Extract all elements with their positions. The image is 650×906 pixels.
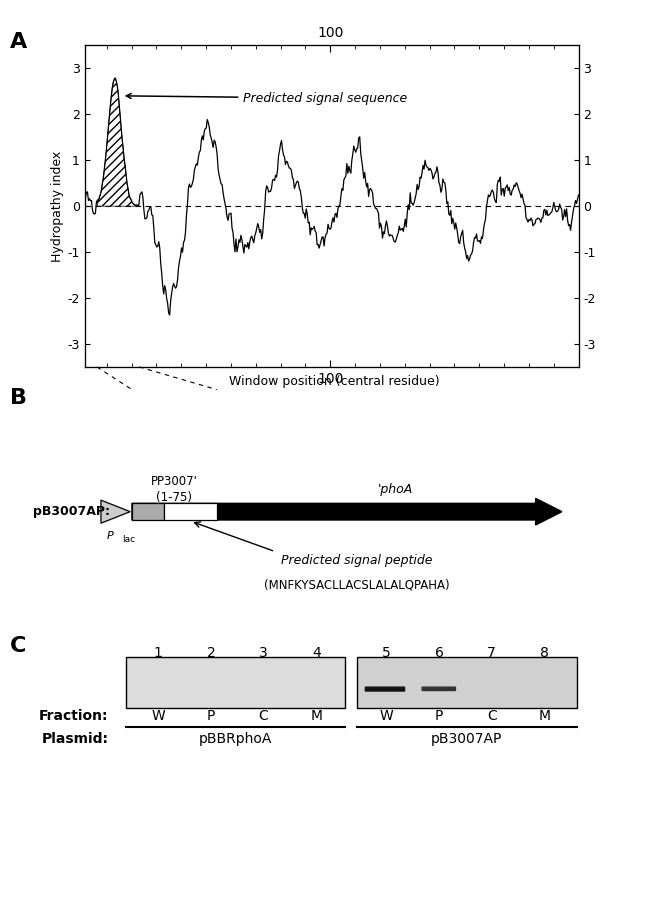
Bar	[132, 504, 164, 520]
Text: W: W	[151, 709, 165, 723]
Text: B: B	[10, 388, 27, 408]
Text: 1: 1	[154, 647, 162, 660]
Text: Plasmid:: Plasmid:	[42, 732, 109, 747]
FancyBboxPatch shape	[422, 687, 456, 690]
FancyBboxPatch shape	[365, 687, 404, 691]
Text: 2: 2	[207, 647, 215, 660]
Text: M: M	[538, 709, 551, 723]
Text: (1-75): (1-75)	[157, 491, 192, 504]
Text: C: C	[10, 636, 26, 656]
Text: pBBRphoA: pBBRphoA	[199, 732, 272, 747]
Text: 7: 7	[488, 647, 496, 660]
Bar	[164, 504, 216, 520]
Text: 8: 8	[540, 647, 549, 660]
Text: Fraction:: Fraction:	[39, 709, 109, 723]
Text: C: C	[259, 709, 268, 723]
Text: (MNFKYSACLLACSLALALQPAHA): (MNFKYSACLLACSLALALQPAHA)	[264, 578, 449, 592]
Text: PP3007': PP3007'	[151, 476, 198, 488]
Text: P: P	[207, 709, 215, 723]
Y-axis label: Hydropathy index: Hydropathy index	[51, 150, 64, 262]
Text: 6: 6	[435, 647, 443, 660]
Bar	[126, 657, 346, 708]
Text: 4: 4	[312, 647, 320, 660]
Text: Predicted signal peptide: Predicted signal peptide	[281, 554, 433, 567]
Text: C: C	[487, 709, 497, 723]
Text: W: W	[380, 709, 393, 723]
Text: 5: 5	[382, 647, 391, 660]
Text: 'phoA: 'phoA	[375, 483, 415, 496]
Text: pB3007AP: pB3007AP	[431, 732, 502, 747]
Text: pB3007AP:: pB3007AP:	[32, 506, 109, 518]
Bar	[358, 657, 577, 708]
Polygon shape	[101, 500, 130, 523]
Text: 'phoA: 'phoA	[378, 483, 413, 496]
Text: A: A	[10, 32, 27, 52]
Text: P: P	[435, 709, 443, 723]
Text: P: P	[107, 531, 114, 541]
Text: 3: 3	[259, 647, 268, 660]
Text: Window position (central residue): Window position (central residue)	[229, 375, 440, 388]
FancyArrow shape	[132, 498, 562, 525]
Text: Predicted signal sequence: Predicted signal sequence	[126, 92, 408, 104]
Text: lac: lac	[122, 535, 135, 544]
Text: M: M	[310, 709, 322, 723]
